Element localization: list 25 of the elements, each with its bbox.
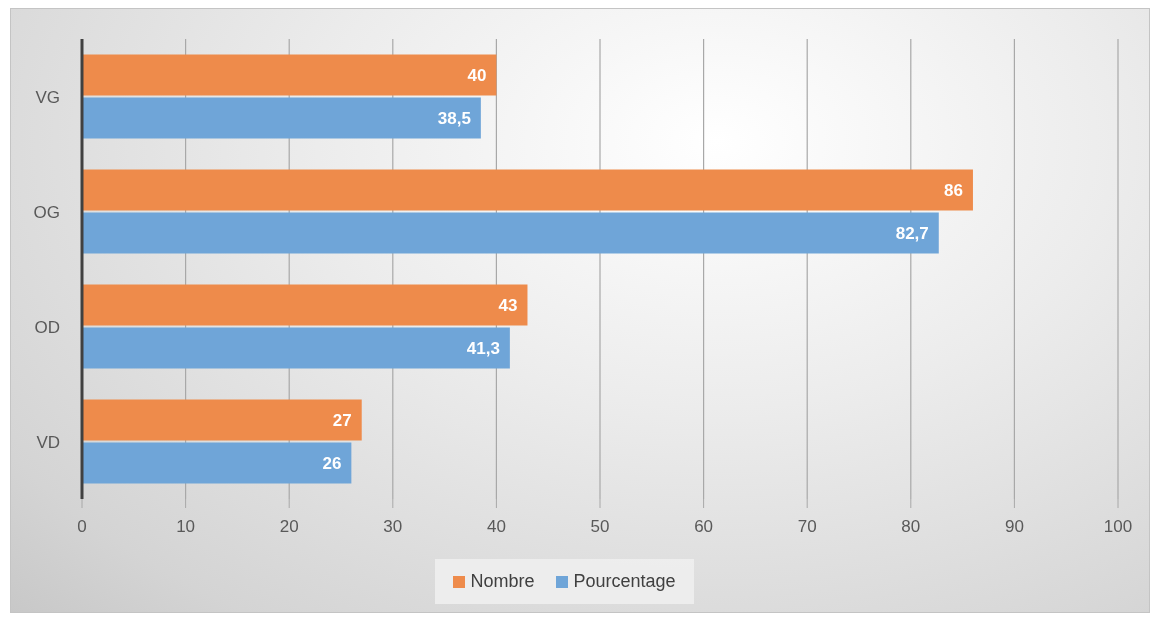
x-tick-label: 50 (590, 517, 610, 537)
x-tick-label: 20 (279, 517, 299, 537)
y-tick-label: VG (35, 87, 60, 107)
legend-label: Pourcentage (573, 571, 676, 592)
data-label: 41,3 (466, 339, 500, 359)
data-label: 82,7 (895, 224, 929, 244)
data-label: 40 (467, 66, 487, 86)
x-tick-label: 10 (176, 517, 196, 537)
x-tick-label: 0 (77, 517, 87, 537)
data-label: 26 (322, 454, 342, 474)
x-tick-label: 30 (383, 517, 403, 537)
data-label: 27 (332, 411, 352, 431)
y-tick-label: OD (34, 317, 60, 337)
x-tick-label: 90 (1004, 517, 1024, 537)
x-tick-label: 100 (1103, 517, 1133, 537)
y-tick-label: OG (33, 202, 60, 222)
y-tick-label: VD (36, 432, 60, 452)
x-tick-label: 40 (486, 517, 506, 537)
data-label: 43 (498, 296, 518, 316)
x-tick-label: 60 (694, 517, 714, 537)
x-tick-label: 80 (901, 517, 921, 537)
x-tick-label: 70 (797, 517, 817, 537)
legend-label: Nombre (470, 571, 535, 592)
data-label: 38,5 (437, 109, 471, 129)
data-label: 86 (944, 181, 963, 201)
